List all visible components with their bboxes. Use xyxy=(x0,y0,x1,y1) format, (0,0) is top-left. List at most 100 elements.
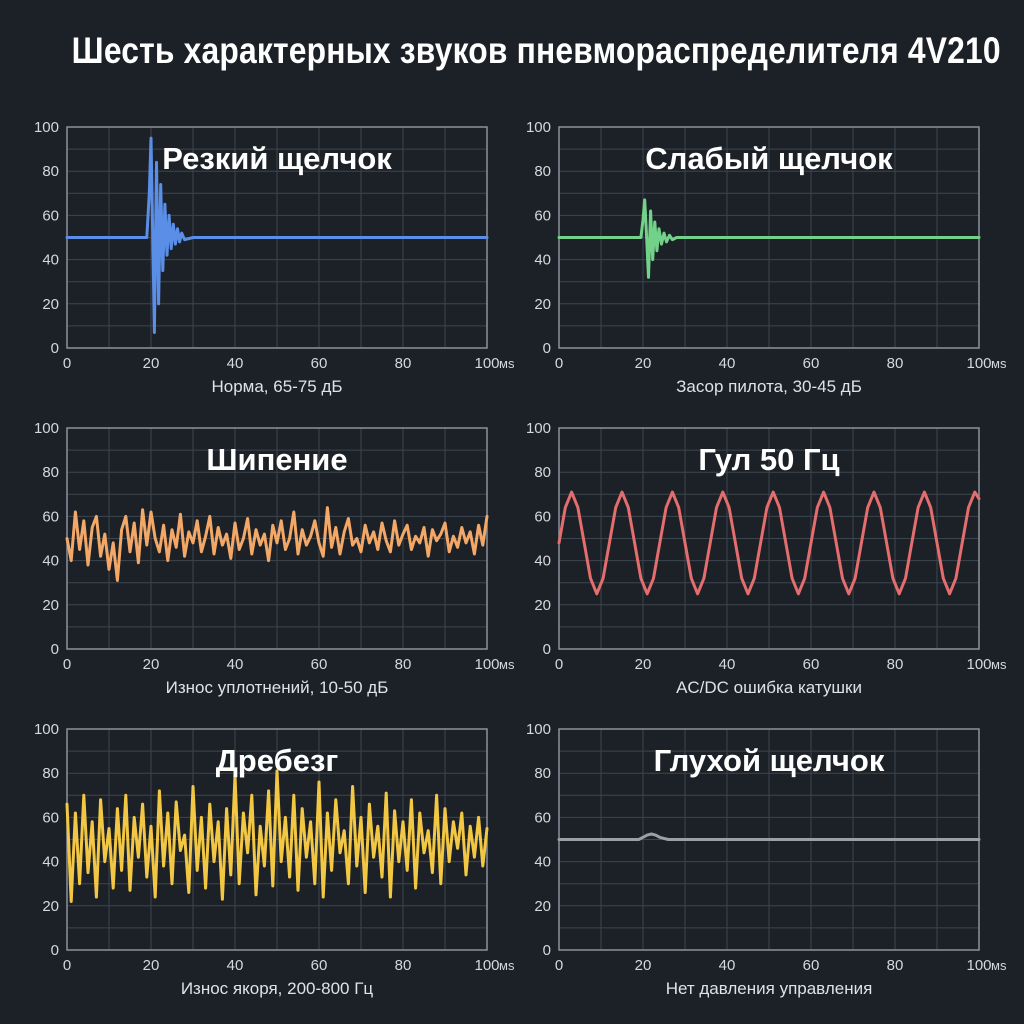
y-tick-label: 40 xyxy=(534,553,551,570)
y-tick-label: 80 xyxy=(42,163,59,180)
chart-title: Глухой щелчок xyxy=(654,743,885,778)
y-tick-label: 80 xyxy=(534,765,551,782)
x-tick-label: 40 xyxy=(719,957,736,974)
series-line xyxy=(65,769,489,903)
chart-title: Резкий щелчок xyxy=(162,141,392,176)
y-tick-label: 20 xyxy=(534,898,551,915)
x-tick-label: 60 xyxy=(803,355,820,372)
page-title: Шесть характерных звуков пневмораспредел… xyxy=(71,30,1001,71)
y-tick-label: 20 xyxy=(534,296,551,313)
x-axis-caption: Засор пилота, 30-45 дБ xyxy=(676,377,862,396)
chart-title: Гул 50 Гц xyxy=(698,442,839,477)
x-tick-label: 80 xyxy=(887,355,904,372)
x-tick-label: 80 xyxy=(395,656,412,673)
y-tick-label: 100 xyxy=(34,420,59,437)
x-unit-label: мs xyxy=(991,657,1007,672)
x-axis-caption: AC/DC ошибка катушки xyxy=(676,678,862,697)
x-axis-caption: Износ уплотнений, 10-50 дБ xyxy=(166,678,389,697)
y-tick-label: 20 xyxy=(42,597,59,614)
x-axis-caption: Износ якоря, 200-800 Гц xyxy=(181,979,374,998)
y-tick-label: 40 xyxy=(42,252,59,269)
y-tick-label: 80 xyxy=(534,163,551,180)
x-tick-label: 40 xyxy=(227,656,244,673)
x-tick-label: 20 xyxy=(635,355,652,372)
y-tick-label: 80 xyxy=(42,464,59,481)
y-tick-label: 60 xyxy=(42,207,59,224)
y-tick-label: 40 xyxy=(42,854,59,871)
y-tick-label: 0 xyxy=(543,942,551,959)
x-tick-label: 100 xyxy=(966,656,991,673)
x-tick-label: 0 xyxy=(63,355,71,372)
series-line xyxy=(557,198,981,279)
y-tick-label: 60 xyxy=(42,508,59,525)
y-tick-label: 60 xyxy=(42,809,59,826)
x-tick-label: 0 xyxy=(555,656,563,673)
y-tick-label: 100 xyxy=(34,119,59,136)
y-tick-label: 80 xyxy=(534,464,551,481)
x-tick-label: 40 xyxy=(719,656,736,673)
y-tick-label: 0 xyxy=(543,340,551,357)
x-tick-label: 0 xyxy=(555,355,563,372)
x-unit-label: мs xyxy=(991,356,1007,371)
y-tick-label: 0 xyxy=(543,641,551,658)
x-tick-label: 20 xyxy=(635,957,652,974)
x-tick-label: 40 xyxy=(227,957,244,974)
x-unit-label: мs xyxy=(991,958,1007,973)
x-tick-label: 20 xyxy=(143,355,160,372)
x-tick-label: 60 xyxy=(803,656,820,673)
y-tick-label: 0 xyxy=(51,641,59,658)
x-tick-label: 100 xyxy=(966,355,991,372)
y-tick-label: 20 xyxy=(534,597,551,614)
y-tick-label: 0 xyxy=(51,340,59,357)
x-tick-label: 80 xyxy=(887,957,904,974)
y-tick-label: 100 xyxy=(526,721,551,738)
x-tick-label: 20 xyxy=(143,656,160,673)
series-line xyxy=(65,506,489,582)
y-tick-label: 60 xyxy=(534,508,551,525)
x-tick-label: 80 xyxy=(395,957,412,974)
y-tick-label: 40 xyxy=(534,252,551,269)
y-tick-label: 100 xyxy=(34,721,59,738)
chart-title: Шипение xyxy=(206,442,347,477)
y-tick-label: 40 xyxy=(42,553,59,570)
y-tick-label: 80 xyxy=(42,765,59,782)
x-tick-label: 60 xyxy=(803,957,820,974)
y-tick-label: 100 xyxy=(526,420,551,437)
x-tick-label: 20 xyxy=(635,656,652,673)
x-tick-label: 100 xyxy=(474,656,499,673)
x-tick-label: 100 xyxy=(966,957,991,974)
x-tick-label: 80 xyxy=(887,656,904,673)
x-axis-caption: Нет давления управления xyxy=(666,979,873,998)
y-tick-label: 40 xyxy=(534,854,551,871)
series-line xyxy=(557,832,981,841)
x-unit-label: мs xyxy=(499,356,515,371)
x-tick-label: 100 xyxy=(474,355,499,372)
x-unit-label: мs xyxy=(499,958,515,973)
x-tick-label: 40 xyxy=(227,355,244,372)
x-unit-label: мs xyxy=(499,657,515,672)
y-tick-label: 20 xyxy=(42,898,59,915)
x-axis-caption: Норма, 65-75 дБ xyxy=(211,377,342,396)
y-tick-label: 60 xyxy=(534,809,551,826)
x-tick-label: 40 xyxy=(719,355,736,372)
y-tick-label: 0 xyxy=(51,942,59,959)
x-tick-label: 0 xyxy=(63,957,71,974)
x-tick-label: 80 xyxy=(395,355,412,372)
chart-title: Слабый щелчок xyxy=(645,141,893,176)
x-tick-label: 0 xyxy=(555,957,563,974)
series-line xyxy=(65,136,489,334)
series-line xyxy=(557,490,981,596)
x-tick-label: 20 xyxy=(143,957,160,974)
chart-title: Дребезг xyxy=(216,743,339,778)
x-tick-label: 60 xyxy=(311,355,328,372)
y-tick-label: 20 xyxy=(42,296,59,313)
x-tick-label: 60 xyxy=(311,656,328,673)
y-tick-label: 100 xyxy=(526,119,551,136)
